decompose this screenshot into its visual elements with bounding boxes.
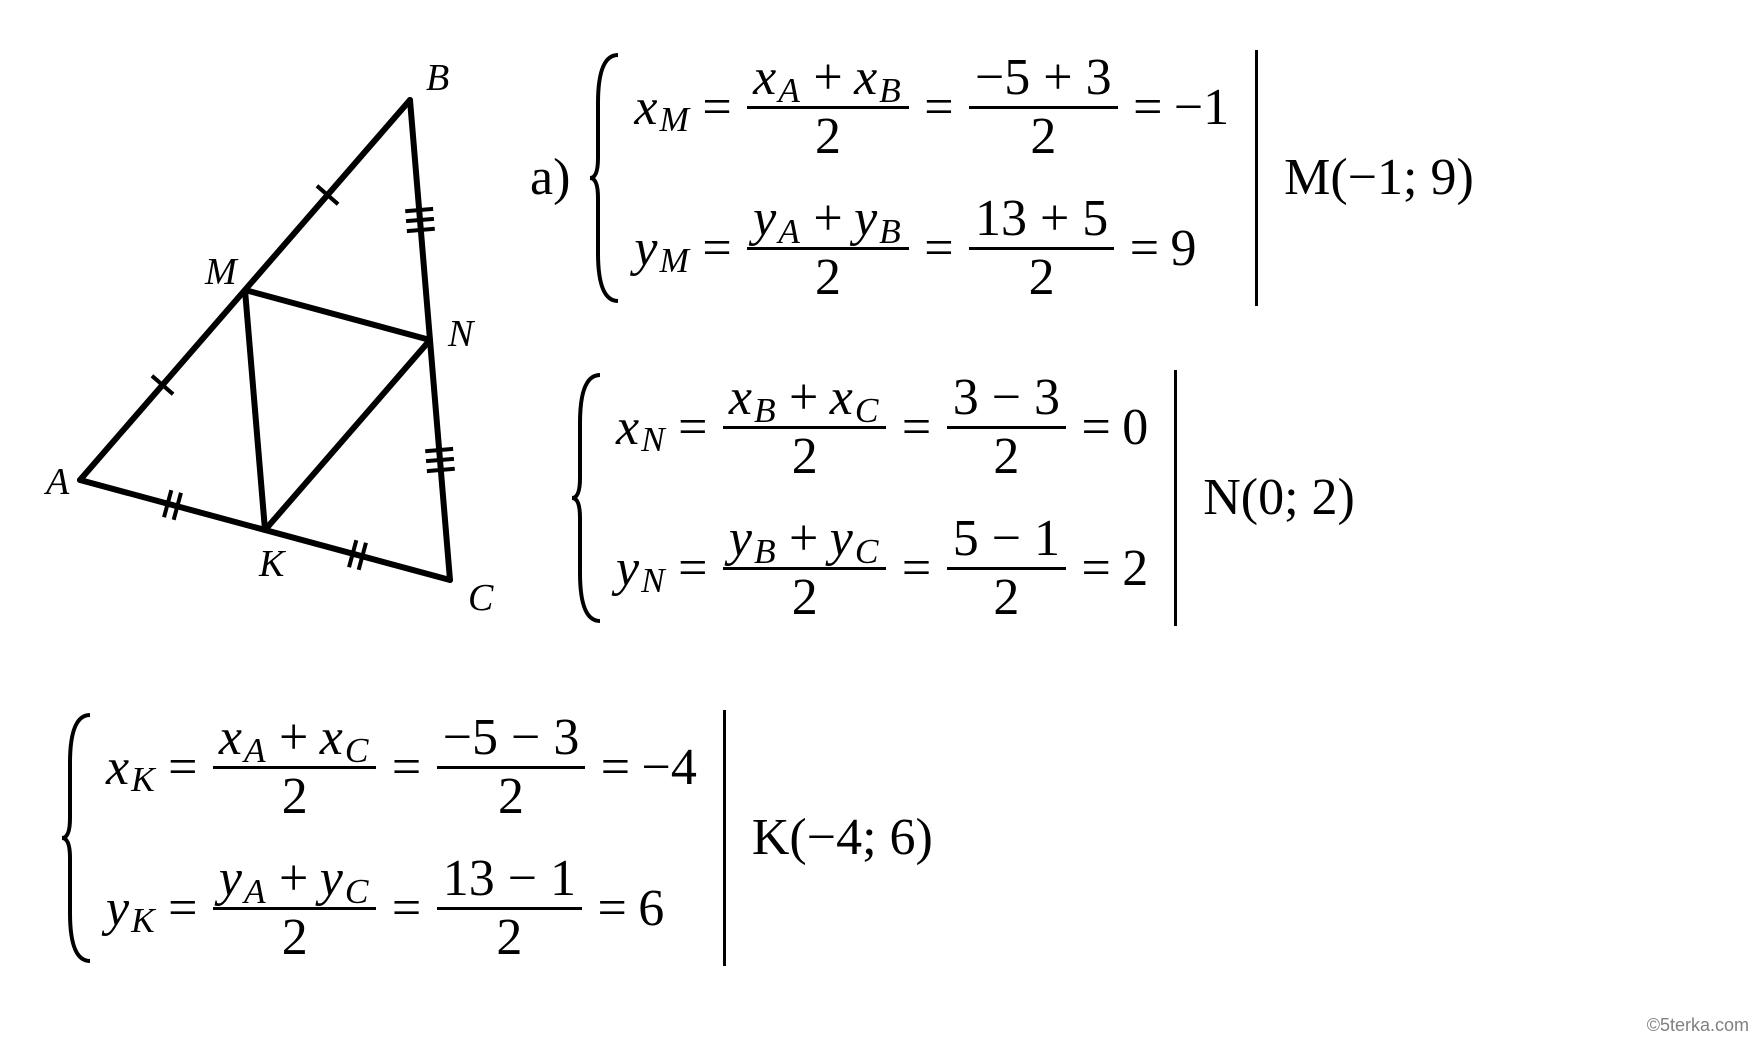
eq-block-N: xN = xB+xC2 = 3 − 32 = 0 yN = yB+yC2 = 5… (570, 370, 1355, 626)
vertex-label-M: M (204, 251, 239, 293)
page-canvas: ABCMNK a) xM = xA+xB 2 = −5 + 3 (0, 0, 1761, 1044)
frac-M-x-sym: xA+xB 2 (747, 50, 909, 165)
triangle-svg: A B C M N K (20, 40, 520, 640)
result-N: N(0; 2) (1203, 472, 1355, 524)
source-watermark: ©5terka.com (1647, 1015, 1749, 1036)
brace-M (588, 53, 624, 303)
vertex-label-B: B (426, 57, 449, 99)
eq-M-x: xM = xA+xB 2 = −5 + 3 2 = −1 (634, 50, 1229, 165)
frac-M-x-num: −5 + 3 2 (969, 50, 1118, 165)
eq-K-x: xK = xA+xC2 = −5 − 32 = −4 (106, 710, 697, 825)
vertex-label-N: N (447, 313, 476, 355)
eq-block-M: a) xM = xA+xB 2 = −5 + 3 2 = (530, 50, 1474, 306)
part-label: a) (530, 152, 570, 204)
eq-N-x: xN = xB+xC2 = 3 − 32 = 0 (616, 370, 1148, 485)
vbar-M (1255, 50, 1258, 306)
vbar-N (1174, 370, 1177, 626)
brace-N (570, 373, 606, 623)
result-K: K(−4; 6) (752, 812, 933, 864)
brace-K (60, 713, 96, 963)
eq-K-y: yK = yA+yC2 = 13 − 12 = 6 (106, 851, 697, 966)
result-M: M(−1; 9) (1284, 152, 1474, 204)
triangle-diagram: A B C M N K (20, 40, 520, 645)
vertex-label-K: K (258, 543, 286, 585)
eq-M-y: yM = yA+yB 2 = 13 + 5 2 = 9 (634, 191, 1229, 306)
eq-block-K: xK = xA+xC2 = −5 − 32 = −4 yK = yA+yC2 =… (60, 710, 933, 966)
vertex-label-C: C (468, 577, 494, 619)
frac-M-y-num: 13 + 5 2 (969, 191, 1114, 306)
eq-N-y: yN = yB+yC2 = 5 − 12 = 2 (616, 511, 1148, 626)
vbar-K (723, 710, 726, 966)
frac-M-y-sym: yA+yB 2 (747, 191, 909, 306)
vertex-label-A: A (43, 461, 70, 503)
